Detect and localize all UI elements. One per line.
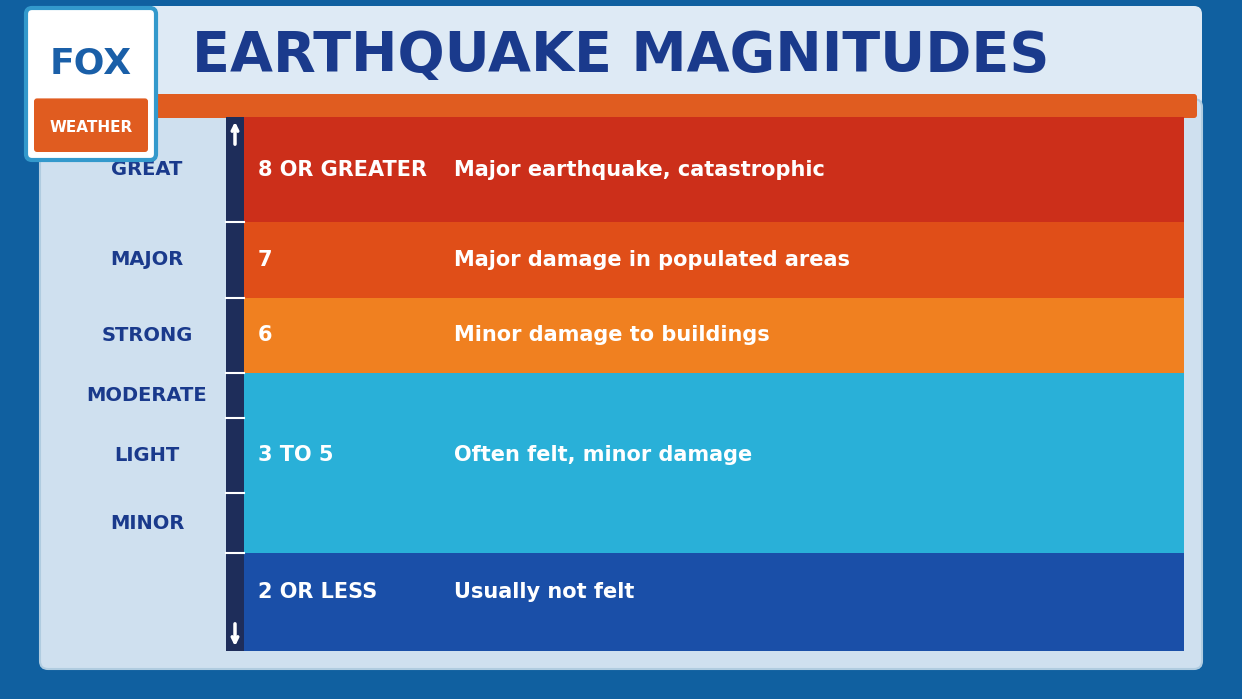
Bar	[243, 373, 1184, 553]
FancyBboxPatch shape	[40, 6, 1202, 107]
Text: EARTHQUAKE MAGNITUDES: EARTHQUAKE MAGNITUDES	[193, 29, 1049, 83]
Text: 8 OR GREATER: 8 OR GREATER	[258, 159, 427, 180]
Bar	[243, 553, 1184, 651]
Text: MODERATE: MODERATE	[87, 386, 207, 405]
Text: 3 TO 5: 3 TO 5	[258, 445, 334, 466]
Text: Often felt, minor damage: Often felt, minor damage	[455, 445, 753, 466]
FancyBboxPatch shape	[40, 99, 1202, 669]
Text: LIGHT: LIGHT	[114, 446, 180, 465]
Text: Usually not felt: Usually not felt	[455, 582, 635, 603]
Text: 7: 7	[258, 250, 272, 270]
Bar	[243, 222, 1184, 298]
Text: Major damage in populated areas: Major damage in populated areas	[455, 250, 850, 270]
Text: 2 OR LESS: 2 OR LESS	[258, 582, 378, 603]
Text: MAJOR: MAJOR	[111, 250, 184, 269]
Text: 6: 6	[258, 325, 272, 345]
Text: FOX: FOX	[50, 46, 132, 80]
Text: GREAT: GREAT	[112, 160, 183, 179]
Bar	[226, 117, 243, 651]
Text: Major earthquake, catastrophic: Major earthquake, catastrophic	[455, 159, 825, 180]
Text: Minor damage to buildings: Minor damage to buildings	[455, 325, 770, 345]
Text: WEATHER: WEATHER	[50, 120, 133, 135]
Bar	[243, 298, 1184, 373]
Text: MINOR: MINOR	[109, 514, 184, 533]
Bar	[243, 117, 1184, 222]
FancyBboxPatch shape	[26, 8, 156, 160]
FancyBboxPatch shape	[45, 94, 1197, 118]
FancyBboxPatch shape	[34, 99, 148, 152]
Text: STRONG: STRONG	[102, 326, 193, 345]
